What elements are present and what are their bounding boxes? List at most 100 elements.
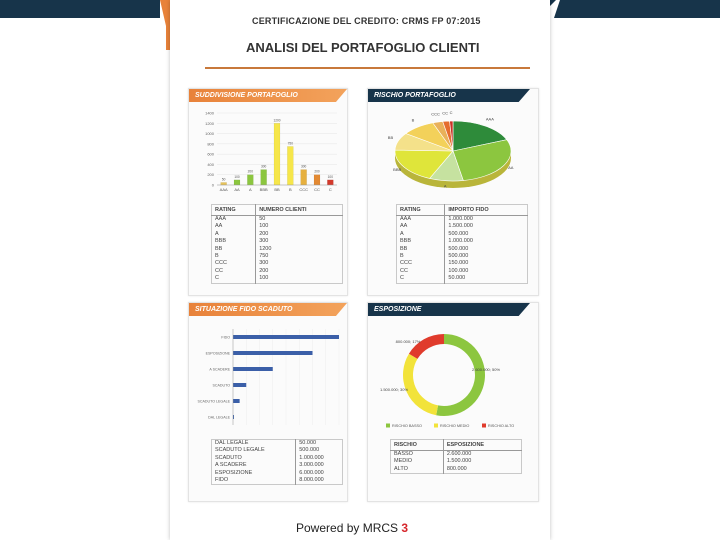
donut-slice-rischio-medio bbox=[403, 353, 439, 416]
table-row: CC 200 bbox=[212, 267, 343, 276]
cell-label: BASSO bbox=[394, 451, 413, 457]
table-row: C 100 bbox=[212, 275, 343, 284]
cell-value: 300 bbox=[255, 238, 343, 246]
legend-label: RISCHIO BASSO bbox=[392, 424, 422, 428]
table-row: ESPOSIZIONE 6.000.000 bbox=[212, 469, 343, 478]
hbar bbox=[233, 367, 273, 371]
page-number: 3 bbox=[401, 521, 409, 535]
table-suddivisione: RATING NUMERO CLIENTI AAA 50 AA 100 A 200 BBB 3… bbox=[211, 204, 343, 284]
x-tick-label: CCC bbox=[299, 187, 308, 192]
cell-value: 500.000 bbox=[444, 245, 528, 254]
panel-rischio: RISCHIO PORTAFOGLIO AAA AA A BBB BB B CCC CC C R… bbox=[367, 88, 539, 296]
y-tick-label: DAL LEGALE bbox=[208, 416, 230, 420]
cell-value: 1.500.000 bbox=[442, 458, 522, 466]
pie-slice-bbb bbox=[394, 149, 454, 179]
pie-label: C bbox=[450, 110, 453, 115]
exposure-donut-chart: 2.600.000; 50% 1.500.000; 30% 800.000; 17%… bbox=[380, 334, 514, 428]
donut-annotation: 1.500.000; 30% bbox=[380, 387, 408, 392]
x-tick-label: CC bbox=[314, 187, 320, 192]
col-esposizione: ESPOSIZIONE bbox=[442, 439, 522, 451]
cell-label: C bbox=[400, 275, 404, 282]
legend-swatch bbox=[482, 423, 486, 428]
table-row: BBB 1.000.000 bbox=[397, 238, 528, 246]
table-row: A 500.000 bbox=[397, 230, 528, 239]
footer-text: Powered by MRCS bbox=[296, 521, 399, 535]
cell-value: 1.000.000 bbox=[444, 238, 528, 246]
cell-label: AAA bbox=[400, 216, 412, 222]
table-row: BASSO 2.600.000 bbox=[391, 450, 522, 459]
y-tick-label: 0 bbox=[212, 183, 215, 188]
cell-label: B bbox=[400, 253, 404, 260]
pie-label: BBB bbox=[393, 167, 401, 172]
table-row: C 50.000 bbox=[397, 275, 528, 284]
cell-label: BB bbox=[215, 245, 223, 252]
panel-esposizione: ESPOSIZIONE 2.600.000; 50% 1.500.000; 30%… bbox=[367, 302, 539, 502]
cell-label: CCC bbox=[400, 260, 412, 267]
bar-value-label: 300 bbox=[301, 165, 307, 169]
y-tick-label: SCADUTO LEGALE bbox=[198, 400, 231, 404]
cell-label: C bbox=[215, 275, 219, 282]
bar-bbb bbox=[260, 169, 267, 186]
cell-label: FIDO bbox=[215, 477, 229, 484]
cell-value: 3.000.000 bbox=[295, 462, 343, 470]
table-rischio: RATING IMPORTO FIDO AAA 1.000.000 AA 1.500.… bbox=[396, 204, 528, 284]
bar-value-label: 200 bbox=[248, 170, 254, 174]
bar-b bbox=[287, 146, 294, 186]
cell-value: 50.000 bbox=[295, 439, 343, 448]
panel-rischio-title: RISCHIO PORTAFOGLIO bbox=[368, 89, 530, 102]
cell-value: 750 bbox=[255, 253, 343, 261]
y-tick-label: 400 bbox=[207, 162, 214, 167]
hbar bbox=[233, 351, 313, 355]
table-row: AAA 50 bbox=[212, 215, 343, 224]
table-row: AA 100 bbox=[212, 223, 343, 231]
cell-label: B bbox=[215, 253, 219, 260]
cell-value: 2.600.000 bbox=[442, 450, 522, 459]
panel-suddivisione-title: SUDDIVISIONE PORTAFOGLIO bbox=[189, 89, 347, 102]
col-rischio: RISCHIO bbox=[390, 439, 444, 451]
x-tick-label: B bbox=[289, 187, 292, 192]
cell-value: 100 bbox=[255, 275, 343, 284]
donut-slice-rischio-basso bbox=[436, 334, 485, 416]
title-divider bbox=[205, 67, 530, 69]
document-title: CERTIFICAZIONE DEL CREDITO: CRMS FP 07:2… bbox=[252, 16, 481, 26]
bar-value-label: 750 bbox=[288, 141, 294, 145]
cell-label: AA bbox=[215, 223, 223, 230]
col-numero-clienti: NUMERO CLIENTI bbox=[255, 204, 343, 216]
pie-slice-aaa bbox=[452, 120, 508, 152]
table-row: CCC 150.000 bbox=[397, 260, 528, 268]
pie-slice-c bbox=[449, 120, 454, 152]
cell-label: CC bbox=[215, 267, 223, 274]
cell-value: 200 bbox=[255, 267, 343, 276]
table-row: SCADUTO 1.000.000 bbox=[212, 454, 343, 463]
cell-value: 50 bbox=[255, 215, 343, 224]
cell-label: A bbox=[400, 230, 404, 237]
table-situazione: DAL LEGALE 50.000 SCADUTO LEGALE 500.000 SCA… bbox=[211, 439, 343, 486]
cell-label: CCC bbox=[215, 260, 227, 267]
cell-label: A SCADERE bbox=[215, 462, 247, 469]
cell-label: SCADUTO bbox=[215, 454, 242, 461]
bar-aaa bbox=[220, 182, 227, 186]
table-row: ALTO 800.000 bbox=[391, 465, 522, 474]
cell-value: 500.000 bbox=[444, 230, 528, 239]
donut-slice-rischio-alto bbox=[408, 334, 445, 360]
x-tick-label: BBB bbox=[260, 187, 268, 192]
cell-label: AA bbox=[400, 223, 408, 230]
col-rating: RATING bbox=[211, 204, 256, 216]
table-row: SCADUTO LEGALE 500.000 bbox=[212, 447, 343, 455]
legend-swatch bbox=[386, 423, 390, 428]
table-row: B 750 bbox=[212, 253, 343, 261]
y-tick-label: 1200 bbox=[205, 121, 215, 126]
x-tick-label: BB bbox=[274, 187, 280, 192]
bar-ccc bbox=[300, 169, 307, 186]
cell-value: 300 bbox=[255, 260, 343, 268]
cell-value: 1200 bbox=[255, 245, 343, 254]
y-tick-label: A SCADERE bbox=[209, 368, 230, 372]
panel-esposizione-title: ESPOSIZIONE bbox=[368, 303, 530, 316]
table-row: BBB 300 bbox=[212, 238, 343, 246]
document-page: CERTIFICAZIONE DEL CREDITO: CRMS FP 07:2… bbox=[170, 0, 550, 540]
hbar bbox=[233, 415, 234, 419]
donut-annotation: 2.600.000; 50% bbox=[472, 367, 500, 372]
hbar bbox=[233, 335, 339, 339]
y-tick-label: FIDO bbox=[221, 336, 230, 340]
